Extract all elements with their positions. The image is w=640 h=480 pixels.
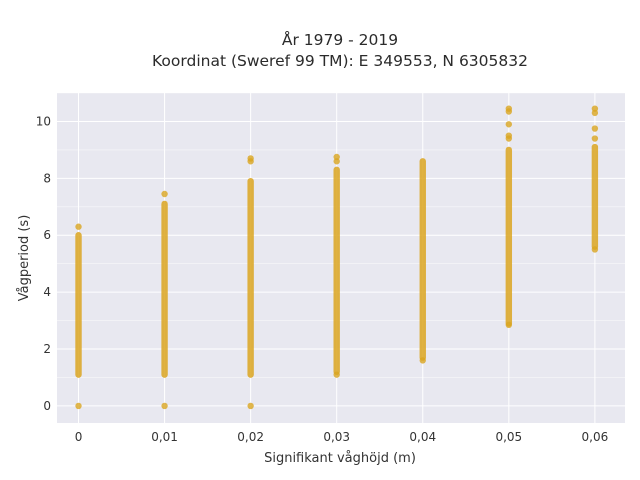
data-point [591,246,599,253]
data-point [591,135,599,142]
y-tick-label: 8 [43,171,51,185]
data-point [505,132,513,139]
x-axis-label: Signifikant våghöjd (m) [264,451,416,466]
y-tick-label: 6 [43,228,51,242]
data-point [505,321,513,329]
x-tick-label: 0,01 [151,430,178,444]
x-tick-label: 0 [75,430,83,444]
x-tick-label: 0,02 [237,430,264,444]
data-point [419,357,426,364]
data-point [333,153,340,161]
plot-area [57,93,625,423]
y-tick-label: 10 [36,114,51,128]
data-point [591,105,599,112]
point-cluster-2 [247,177,254,378]
data-point [505,105,513,112]
data-points [75,105,599,410]
chart-title-line-1: År 1979 - 2019 [282,30,398,49]
x-tick-label: 0,05 [495,430,522,444]
y-tick-label: 4 [43,285,51,299]
data-point [247,402,254,410]
point-cluster-5 [505,146,513,327]
point-cluster-1 [161,200,168,378]
data-point [247,155,254,162]
data-point [75,223,82,230]
point-cluster-3 [333,166,340,375]
data-point [591,125,599,132]
data-point [161,190,168,198]
point-cluster-4 [419,158,426,361]
x-tick-label: 0,03 [323,430,350,444]
y-tick-labels: 0 2 4 6 8 10 [36,114,51,412]
data-point [505,121,513,128]
data-point [333,371,340,378]
y-tick-label: 0 [43,399,51,413]
x-tick-label: 0,06 [582,430,609,444]
y-tick-label: 2 [43,342,51,356]
y-axis-label: Vågperiod (s) [17,215,32,302]
x-tick-label: 0,04 [409,430,436,444]
x-tick-labels: 0 0,01 0,02 0,03 0,04 0,05 0,06 [75,430,609,444]
chart-title-line-2: Koordinat (Sweref 99 TM): E 349553, N 63… [152,52,528,70]
point-cluster-0 [75,232,82,378]
data-point [161,402,168,410]
data-point [75,402,82,410]
point-cluster-6 [591,143,599,250]
